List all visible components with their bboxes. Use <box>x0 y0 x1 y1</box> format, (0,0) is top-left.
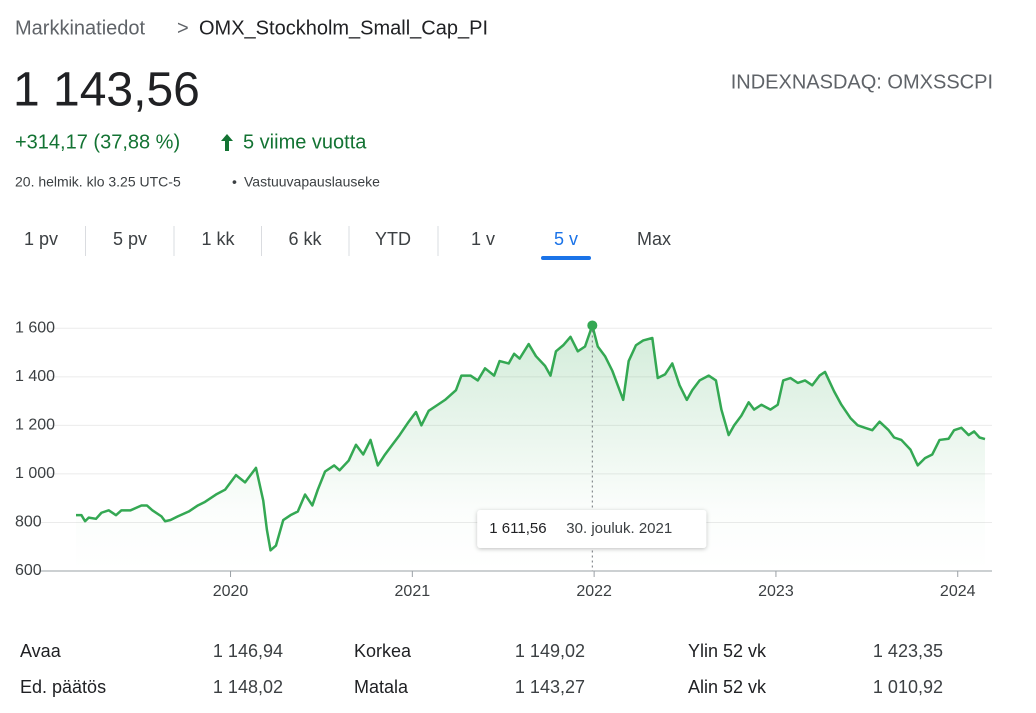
range-tabs: 1 pv 5 pv 1 kk 6 kk YTD 1 v 5 v Max <box>24 226 671 260</box>
range-tab[interactable]: 1 v <box>471 229 495 249</box>
range-tab[interactable]: 1 kk <box>201 229 235 249</box>
disclaimer-link[interactable]: Vastuuvapauslauseke <box>244 174 380 190</box>
stat-value: 1 149,02 <box>515 641 585 661</box>
chart: 600 800 1 000 1 200 1 400 1 600 2020 2021 2022 20… <box>15 319 992 600</box>
price: 1 143,56 <box>13 64 200 117</box>
y-tick-label: 1 400 <box>15 368 55 385</box>
stat-value: 1 423,35 <box>873 641 943 661</box>
stat-label: Alin 52 vk <box>688 677 767 697</box>
range-tab[interactable]: 1 pv <box>24 229 58 249</box>
stat-label: Avaa <box>20 641 62 661</box>
tooltip-value: 1 611,56 <box>489 520 546 537</box>
stat-label: Ylin 52 vk <box>688 641 767 661</box>
range-tab[interactable]: Max <box>637 229 671 249</box>
breadcrumb-link[interactable]: Markkinatiedot <box>15 17 146 39</box>
x-tick-label: 2024 <box>940 583 976 600</box>
y-tick-label: 1 600 <box>15 319 55 336</box>
y-tick-label: 1 000 <box>15 465 55 482</box>
x-tick-label: 2022 <box>576 583 612 600</box>
x-tick-label: 2021 <box>395 583 431 600</box>
breadcrumb-separator: > <box>177 17 189 39</box>
range-tab[interactable]: 5 v <box>554 229 578 249</box>
stat-value: 1 010,92 <box>873 677 943 697</box>
stat-value: 1 143,27 <box>515 677 585 697</box>
stats-table: Avaa 1 146,94 Korkea 1 149,02 Ylin 52 vk 1 42… <box>20 641 943 697</box>
y-tick-label: 1 200 <box>15 417 55 434</box>
change: +314,17 (37,88 %) <box>15 131 180 153</box>
up-arrow-icon <box>221 134 233 151</box>
change-period: 5 viime vuotta <box>243 131 367 153</box>
stat-label: Korkea <box>354 641 412 661</box>
tooltip-box <box>477 510 707 548</box>
y-tick-label: 800 <box>15 514 42 531</box>
index-name: OMX_Stockholm_Small_Cap_PI <box>199 17 488 39</box>
timestamp: 20. helmik. klo 3.25 UTC-5 <box>15 174 181 190</box>
range-tab[interactable]: 6 kk <box>288 229 322 249</box>
stat-label: Matala <box>354 677 409 697</box>
stat-value: 1 148,02 <box>213 677 283 697</box>
exchange: INDEXNASDAQ: OMXSSCPI <box>731 71 993 93</box>
x-tick-label: 2020 <box>213 583 249 600</box>
tooltip-date: 30. jouluk. 2021 <box>566 520 672 537</box>
price-line <box>76 324 986 552</box>
stat-label: Ed. päätös <box>20 677 106 697</box>
y-tick-label: 600 <box>15 562 42 579</box>
dot-separator: • <box>232 174 237 190</box>
x-tick-label: 2023 <box>758 583 794 600</box>
range-tab[interactable]: 5 pv <box>113 229 147 249</box>
stat-value: 1 146,94 <box>213 641 283 661</box>
hover-point <box>587 320 598 331</box>
active-tab-indicator <box>541 256 591 260</box>
range-tab[interactable]: YTD <box>375 229 411 249</box>
area-fill <box>76 325 985 571</box>
